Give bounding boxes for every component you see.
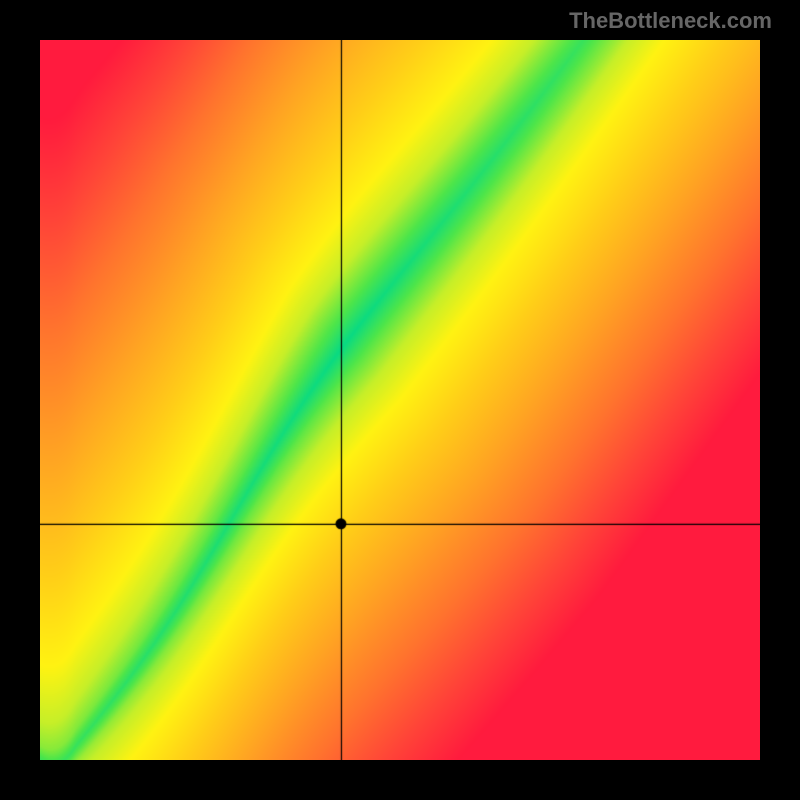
watermark-text: TheBottleneck.com [569, 8, 772, 34]
plot-area [40, 40, 760, 760]
heatmap-canvas [40, 40, 760, 760]
chart-container: TheBottleneck.com [0, 0, 800, 800]
